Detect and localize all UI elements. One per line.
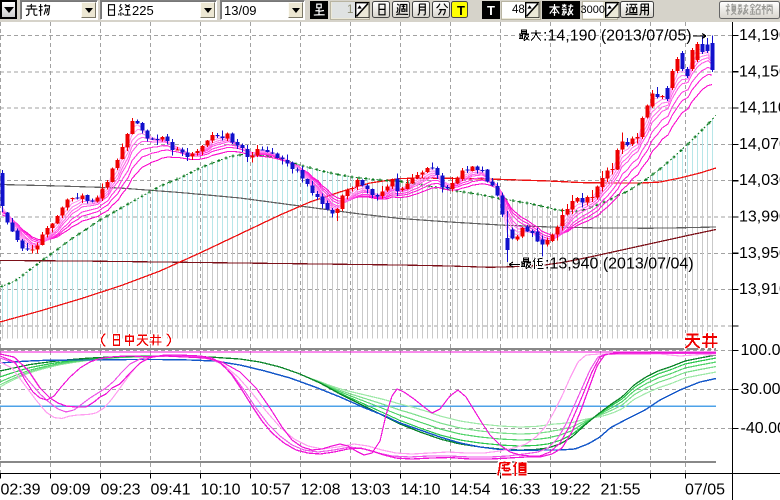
svg-text::14,190 (2013/07/05): :14,190 (2013/07/05) [543, 28, 692, 45]
svg-text:14,110: 14,110 [739, 100, 780, 117]
svg-text:09:09: 09:09 [51, 482, 91, 499]
svg-text:19:22: 19:22 [551, 482, 591, 499]
svg-text:13,990: 13,990 [739, 209, 780, 226]
svg-text:07/05: 07/05 [685, 482, 725, 499]
svg-text:10:10: 10:10 [201, 482, 241, 499]
svg-text:14:54: 14:54 [451, 482, 491, 499]
svg-text:16:33: 16:33 [501, 482, 541, 499]
svg-text:14,150: 14,150 [739, 63, 780, 80]
svg-text:13:03: 13:03 [351, 482, 391, 499]
svg-text:21:55: 21:55 [601, 482, 641, 499]
svg-text:14,070: 14,070 [739, 136, 780, 153]
svg-text:02:39: 02:39 [1, 482, 41, 499]
svg-text:10:57: 10:57 [251, 482, 291, 499]
svg-text:14:10: 14:10 [401, 482, 441, 499]
svg-text:14,190: 14,190 [739, 27, 780, 44]
svg-text:09:23: 09:23 [101, 482, 141, 499]
svg-text:09:41: 09:41 [151, 482, 191, 499]
svg-text:30.00: 30.00 [741, 381, 780, 398]
svg-text:100.00: 100.00 [741, 342, 780, 359]
svg-text:12:08: 12:08 [301, 482, 341, 499]
svg-text:14,030: 14,030 [739, 172, 780, 189]
svg-text:13,910: 13,910 [739, 281, 780, 298]
svg-text:13,950: 13,950 [739, 245, 780, 262]
svg-text:-40.00: -40.00 [741, 420, 780, 437]
svg-text::13,940 (2013/07/04): :13,940 (2013/07/04) [545, 256, 694, 273]
